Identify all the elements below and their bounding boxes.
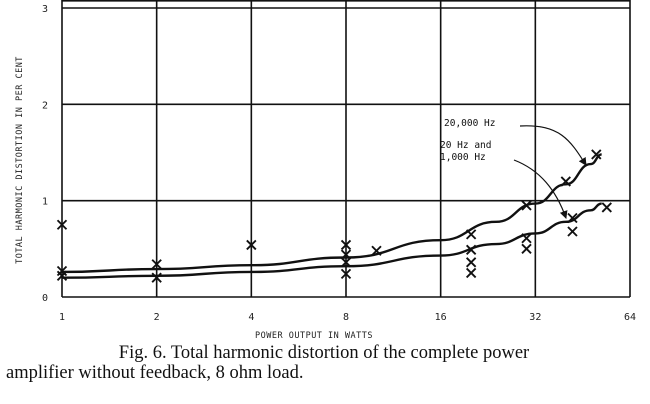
y-tick-label: 1: [42, 197, 48, 208]
x-tick-label: 64: [624, 312, 636, 323]
data-point-series-1: [521, 243, 532, 255]
data-point-series-1: [567, 212, 578, 224]
x-tick-label: 2: [154, 312, 160, 323]
x-tick-label: 4: [248, 312, 254, 323]
data-point-series-1: [465, 244, 477, 255]
caption-line-2: amplifier without feedback, 8 ohm load.: [6, 363, 304, 383]
annotation-20hz-arrow: [513, 159, 568, 219]
figure-caption: Fig. 6. Total harmonic distortion of the…: [6, 343, 642, 383]
annotation-20000hz-arrow: [519, 125, 587, 166]
x-tick-label: 16: [435, 312, 447, 323]
x-axis-label: POWER OUTPUT IN WATTS: [255, 331, 373, 340]
data-point-series-0: [340, 249, 352, 260]
data-point-series-0: [591, 149, 602, 160]
annotation-20hz-text-line1: 20 Hz and: [440, 140, 491, 151]
data-point-series-1: [151, 272, 162, 283]
data-point-series-0: [340, 239, 352, 251]
data-point-series-1: [340, 268, 352, 280]
data-point-series-0: [521, 200, 532, 211]
data-points: [56, 149, 612, 283]
fit-curve-series-1: [61, 202, 602, 279]
y-tick-label: 3: [42, 4, 48, 15]
annotation-20000hz-text: 20,000 Hz: [444, 118, 495, 129]
x-tick-label: 8: [343, 312, 349, 323]
fit-curve-series-0: [61, 153, 602, 274]
data-point-series-0: [151, 259, 162, 270]
data-point-series-1: [521, 233, 532, 244]
annotation-20hz-1000hz: 20 Hz and 1,000 Hz: [440, 140, 568, 219]
data-point-series-1: [465, 257, 477, 268]
data-point-series-0: [246, 239, 257, 251]
data-point-series-1: [56, 270, 68, 281]
fit-curves: [61, 153, 602, 279]
data-point-series-0: [465, 229, 477, 240]
annotation-20000hz: 20,000 Hz: [444, 118, 587, 166]
y-axis-label: TOTAL HARMONIC DISTORTION IN PER CENT: [15, 56, 25, 264]
data-point-series-0: [371, 245, 382, 256]
grid: [61, 0, 631, 298]
x-tick-label: 1: [59, 312, 65, 323]
data-point-series-1: [601, 202, 612, 213]
y-tick-label: 2: [42, 100, 48, 111]
data-point-series-0: [560, 176, 571, 187]
y-tick-label: 0: [42, 293, 48, 304]
data-point-series-1: [340, 257, 352, 268]
x-tick-label: 32: [529, 312, 541, 323]
annotation-20hz-text-line2: 1,000 Hz: [440, 152, 486, 163]
data-point-series-0: [56, 219, 68, 230]
data-point-series-1: [567, 226, 578, 237]
data-point-series-1: [465, 267, 477, 279]
caption-line-1: Fig. 6. Total harmonic distortion of the…: [118, 343, 530, 363]
